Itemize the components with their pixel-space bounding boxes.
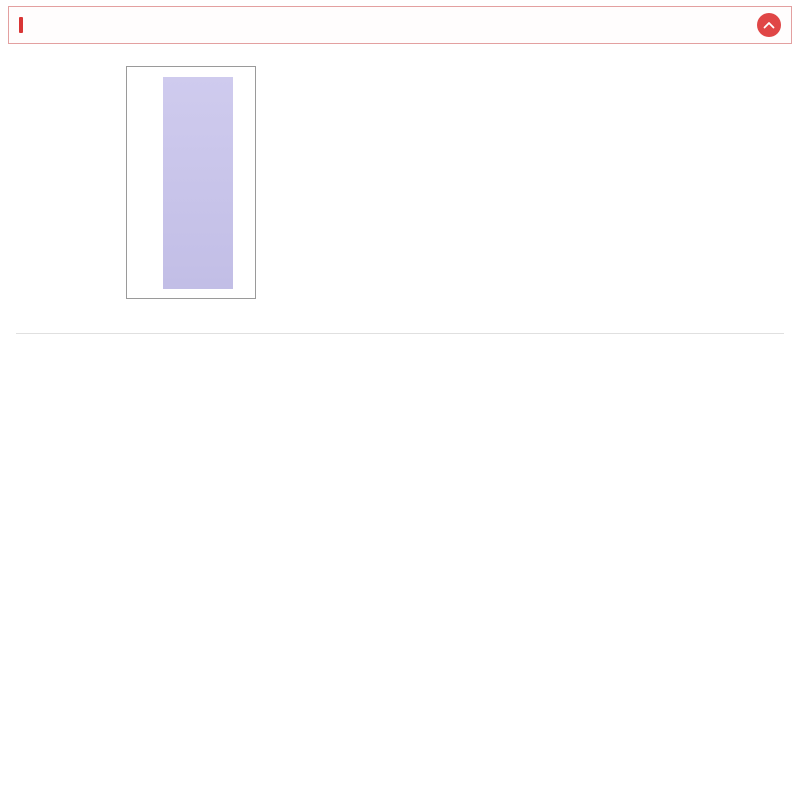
chevron-up-icon <box>763 21 775 29</box>
gel-marker-labels <box>133 77 163 289</box>
gel-image <box>163 77 233 289</box>
section-divider <box>16 333 784 334</box>
sds-gel-figure <box>126 66 256 299</box>
scroll-to-top-button[interactable] <box>757 13 781 37</box>
content-area <box>0 44 800 382</box>
sds-page-section <box>16 54 391 313</box>
header-accent-bar <box>19 17 23 33</box>
section-header-bar <box>8 6 792 44</box>
sec-mals-section <box>415 54 784 313</box>
gel-body <box>133 77 249 289</box>
product-data-page <box>0 6 800 382</box>
top-row <box>16 54 784 313</box>
